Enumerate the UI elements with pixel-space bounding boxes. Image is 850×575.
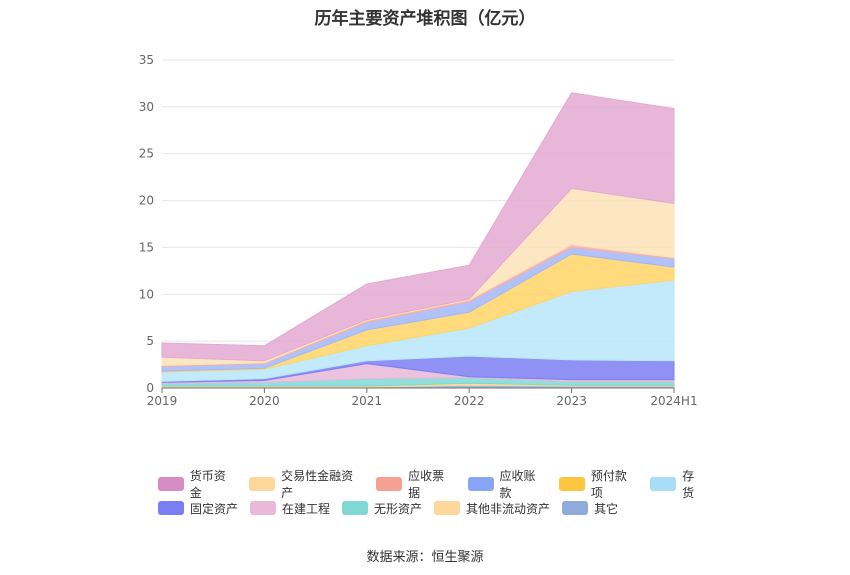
legend-swatch <box>467 477 494 491</box>
legend-item[interactable]: 其它 <box>562 500 618 517</box>
stacked-area-chart: 0 5 10 15 20 25 30 35 2019 2020 2021 2022 2023 2024H1 <box>139 53 698 408</box>
x-tick-label: 2020 <box>249 394 280 408</box>
y-tick-label: 15 <box>139 240 154 254</box>
legend-row-1: 货币资金 交易性金融资产 应收票据 应收账款 预付款项 存货 <box>158 469 718 500</box>
data-source: 数据来源：恒生聚源 <box>366 550 484 565</box>
legend-label: 预付款项 <box>590 469 627 500</box>
legend-swatch <box>434 501 461 515</box>
chart-title: 历年主要资产堆积图（亿元） <box>314 9 536 29</box>
legend-swatch <box>250 501 277 515</box>
legend-label: 无形资产 <box>374 501 423 516</box>
y-tick-label: 25 <box>139 147 154 161</box>
x-tick-label: 2022 <box>454 394 485 408</box>
y-tick-label: 30 <box>139 100 154 114</box>
legend-item[interactable]: 固定资产 <box>158 500 238 517</box>
legend-label: 应收账款 <box>499 469 536 500</box>
legend-row-2: 固定资产 在建工程 无形资产 其他非流动资产 其它 <box>158 496 718 520</box>
y-tick-label: 20 <box>139 194 154 208</box>
legend-swatch <box>158 477 184 491</box>
legend: 货币资金 交易性金融资产 应收票据 应收账款 预付款项 存货 固定资产 在建工程 无形资产 其他… <box>158 469 718 520</box>
x-tick-label: 2024H1 <box>650 394 697 408</box>
legend-item[interactable]: 在建工程 <box>250 500 330 517</box>
legend-item[interactable]: 存货 <box>650 467 706 501</box>
x-tick-label: 2023 <box>556 394 587 408</box>
legend-item[interactable]: 无形资产 <box>342 500 422 517</box>
legend-label: 存货 <box>682 469 695 500</box>
legend-label: 其他非流动资产 <box>466 501 551 516</box>
legend-label: 固定资产 <box>190 501 239 516</box>
legend-item[interactable]: 交易性金融资产 <box>249 467 364 501</box>
legend-swatch <box>158 501 184 515</box>
y-tick-label: 10 <box>139 287 154 301</box>
legend-label: 交易性金融资产 <box>281 469 354 500</box>
y-tick-label: 35 <box>139 53 154 67</box>
y-tick-label: 5 <box>146 334 154 348</box>
area-series-10 <box>161 92 675 362</box>
x-tick-label: 2021 <box>352 394 383 408</box>
legend-item[interactable]: 其他非流动资产 <box>434 500 550 517</box>
legend-swatch <box>559 477 585 491</box>
legend-item[interactable]: 预付款项 <box>559 467 638 501</box>
legend-label: 货币资金 <box>189 469 226 500</box>
legend-item[interactable]: 货币资金 <box>158 467 237 501</box>
y-tick-label: 0 <box>146 381 154 395</box>
x-tick-label: 2019 <box>147 394 178 408</box>
legend-item[interactable]: 应收账款 <box>467 467 547 501</box>
legend-swatch <box>342 501 369 515</box>
legend-swatch <box>376 477 403 491</box>
legend-label: 在建工程 <box>282 501 331 516</box>
legend-swatch <box>249 477 276 491</box>
legend-label: 其它 <box>594 501 619 516</box>
legend-label: 应收票据 <box>408 469 445 500</box>
legend-swatch <box>650 477 677 491</box>
legend-swatch <box>562 501 589 515</box>
legend-item[interactable]: 应收票据 <box>376 467 455 501</box>
